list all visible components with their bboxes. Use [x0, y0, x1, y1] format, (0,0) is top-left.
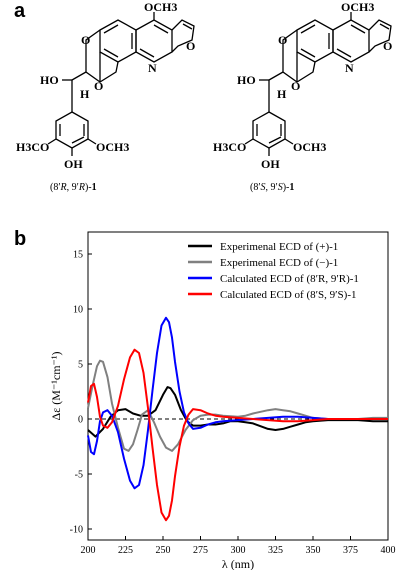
x-tick-label: 325 [268, 545, 283, 556]
x-tick-label: 400 [381, 545, 396, 556]
hydrogen-label: H [80, 87, 90, 101]
legend-entry: Experimenal ECD of (+)-1 [220, 241, 338, 253]
left-methoxy-label: H3CO [16, 140, 49, 154]
panel-label-b: b [14, 228, 27, 250]
x-tick-label: 225 [118, 545, 133, 556]
hydroxy-ho-label: HO [237, 73, 256, 87]
x-tick-label: 350 [306, 545, 321, 556]
caption-8R9R: (8′R, 9′R)-1 [50, 182, 97, 193]
ring-oxygen-label: O [278, 33, 287, 47]
structure-bonds [244, 12, 392, 156]
right-methoxy-label: OCH3 [96, 140, 129, 154]
x-axis-label: λ (nm) [222, 557, 254, 570]
caption-8S9S: (8′S, 9′S)-1 [250, 182, 295, 193]
x-tick-label: 275 [193, 545, 208, 556]
structure-8R9R: OCH3 O O O N HO H H3CO OCH3 OH [16, 0, 195, 171]
furan-oxygen-label: O [383, 39, 392, 53]
ring-oxygen-label: O [291, 79, 300, 93]
left-methoxy-label: H3CO [213, 140, 246, 154]
y-axis-label: Δε (M⁻¹cm⁻¹) [49, 352, 63, 421]
hydroxy-ho-label: HO [40, 73, 59, 87]
series-line [87, 359, 388, 452]
phenol-oh-label: OH [261, 157, 280, 171]
top-methoxy-label: OCH3 [341, 0, 374, 14]
nitrogen-label: N [345, 61, 354, 75]
y-tick-label: 10 [73, 305, 83, 316]
x-tick-label: 250 [156, 545, 171, 556]
top-methoxy-label: OCH3 [144, 0, 177, 14]
y-tick-label: 0 [78, 415, 83, 426]
series-line [87, 386, 388, 438]
panel-label-a: a [14, 0, 26, 22]
y-tick-label: 5 [78, 360, 83, 371]
nitrogen-label: N [148, 61, 157, 75]
legend-entry: Experimenal ECD of (−)-1 [220, 257, 338, 269]
y-tick-label: -5 [75, 470, 83, 481]
hydrogen-label: H [277, 87, 287, 101]
x-tick-label: 375 [343, 545, 358, 556]
legend-entry: Calculated ECD of (8′S, 9′S)-1 [220, 289, 357, 301]
structure-8S9S: OCH3 O O O N HO H H3CO OCH3 OH [213, 0, 392, 171]
x-tick-label: 200 [81, 545, 96, 556]
ring-oxygen-label: O [81, 33, 90, 47]
right-methoxy-label: OCH3 [293, 140, 326, 154]
y-tick-label: -10 [70, 525, 83, 536]
ring-oxygen-label: O [94, 79, 103, 93]
structure-bonds [47, 12, 195, 156]
furan-oxygen-label: O [186, 39, 195, 53]
series-line [87, 348, 388, 522]
legend-entry: Calculated ECD of (8′R, 9′R)-1 [220, 273, 359, 285]
series-line [87, 316, 388, 490]
x-tick-label: 300 [231, 545, 246, 556]
y-tick-label: 15 [73, 250, 83, 261]
phenol-oh-label: OH [64, 157, 83, 171]
